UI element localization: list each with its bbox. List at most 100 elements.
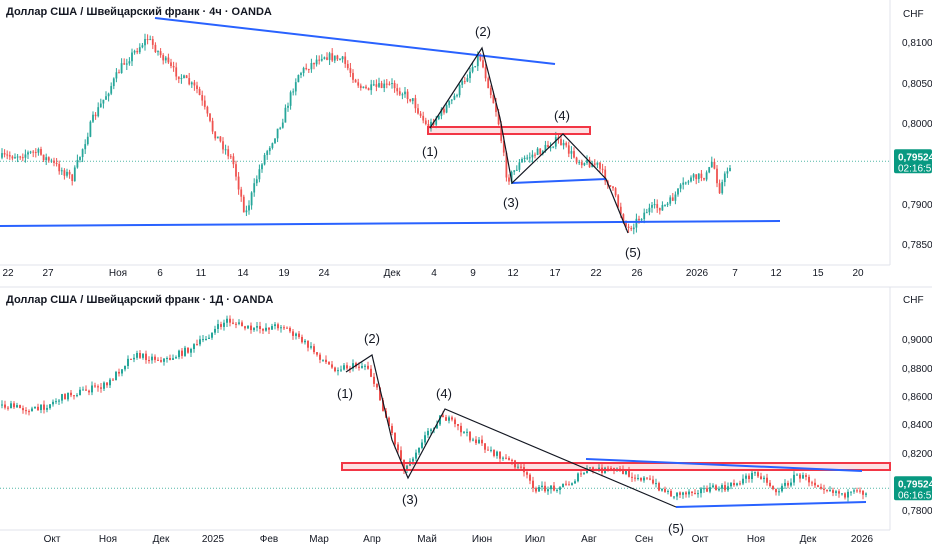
x-tick-label: 12 [770, 268, 782, 279]
candle-body [382, 400, 384, 411]
candle-body [1, 153, 3, 158]
candle-body [8, 155, 11, 157]
candle-body [682, 182, 685, 185]
x-axis-4h[interactable]: 22 27 Ноя 6 11 14 19 24 Дек 4 9 12 17 22 26 2026 7 12 15 20 [2, 268, 864, 279]
candle-body [653, 204, 656, 206]
x-tick-label: 22 [2, 268, 14, 279]
candle-body [541, 485, 543, 487]
candle-body [814, 482, 816, 486]
x-tick-label: 12 [507, 268, 519, 279]
y-axis-4h[interactable]: 0,810000,805000,800000,795000,790000,785… [902, 38, 932, 251]
candle-body [292, 91, 295, 93]
candle-body [760, 476, 762, 479]
candle-body [81, 149, 84, 158]
candle-body [112, 78, 115, 87]
candle-body [403, 459, 405, 471]
candle-body [853, 490, 855, 492]
candle-body [862, 490, 864, 495]
drawings-1d[interactable]: (1) (2) (3) (4) (5) [337, 331, 891, 536]
candle-body [253, 327, 255, 331]
candle-body [208, 337, 210, 339]
candle-body [406, 465, 408, 471]
candle-body [105, 96, 107, 100]
candle-body [634, 477, 636, 479]
candle-body [664, 488, 666, 492]
candle-body [435, 118, 438, 125]
candle-body [691, 491, 693, 493]
candle-body [580, 473, 582, 475]
x-tick-label: Ноя [109, 268, 127, 279]
candle-body [217, 324, 219, 329]
candle-body [448, 100, 451, 106]
candle-body [596, 162, 599, 165]
candle-body [559, 487, 561, 490]
candle-body [370, 84, 373, 91]
candle-body [300, 73, 302, 76]
candle-body [677, 188, 679, 195]
candle-body [492, 94, 495, 104]
candle-body [328, 53, 331, 60]
candle-body [570, 151, 573, 154]
candle-body [184, 347, 186, 356]
candle-body [222, 141, 224, 150]
candle-body [310, 346, 312, 348]
y-tick-label: 0,78500 [902, 240, 932, 251]
candle-body [175, 67, 178, 77]
candle-body [180, 78, 183, 80]
x-tick-label: 26 [631, 268, 643, 279]
candle-body [476, 56, 479, 67]
candle-body [188, 78, 191, 85]
candle-body [515, 169, 518, 171]
candle-body [343, 365, 345, 370]
candle-body [694, 492, 696, 494]
candle-body [547, 144, 549, 148]
candle-body [292, 331, 294, 336]
candle-body [84, 144, 87, 150]
candle-body [398, 91, 401, 95]
candle-body [751, 472, 753, 479]
candle-body [670, 490, 672, 497]
candle-body [508, 177, 510, 182]
candle-body [652, 479, 654, 484]
candle-body [193, 344, 195, 349]
candle-body [645, 212, 648, 214]
candle-body [724, 485, 726, 491]
drawings-4h[interactable]: (1) (2) (3) (4) (5) [0, 17, 781, 260]
candle-body [775, 489, 777, 493]
candle-body [687, 181, 690, 183]
candle-body [107, 93, 110, 97]
candle-body [739, 483, 741, 485]
candle-body [643, 477, 645, 481]
candle-body [745, 475, 747, 479]
x-axis-1d[interactable]: Окт Ноя Дек 2025 Фев Мар Апр Май Июн Июл Авг Сен Окт… [44, 534, 874, 545]
candle-body [625, 470, 627, 475]
candle-body [242, 196, 245, 213]
candle-body [120, 63, 123, 74]
candle-body [3, 153, 6, 155]
candle-body [673, 496, 675, 498]
candle-body [97, 107, 100, 117]
candle-body [625, 222, 627, 227]
candle-body [82, 389, 84, 391]
chart-1d[interactable]: (1) (2) (3) (4) (5) Доллар США / Швейцарский… [0, 286, 932, 545]
candle-body [232, 156, 235, 165]
candle-body [16, 156, 19, 158]
candle-body [592, 467, 594, 471]
candle-body [128, 61, 131, 64]
candle-body [736, 483, 738, 486]
candle-body [422, 115, 425, 121]
candle-body [279, 127, 282, 129]
chart-title-1d: Доллар США / Швейцарский франк · 1Д · OA… [6, 294, 273, 306]
candle-body [450, 99, 453, 101]
candle-body [66, 171, 68, 176]
candle-body [76, 395, 78, 397]
candle-body [235, 323, 237, 325]
candle-body [495, 103, 497, 113]
candle-body [723, 173, 726, 183]
x-tick-label: Июл [525, 534, 545, 545]
candle-body [315, 59, 318, 65]
candle-body [627, 226, 630, 229]
chart-4h[interactable]: (1) (2) (3) (4) (5) Доллар США / Швейцарский… [0, 0, 932, 279]
candle-body [454, 419, 456, 425]
